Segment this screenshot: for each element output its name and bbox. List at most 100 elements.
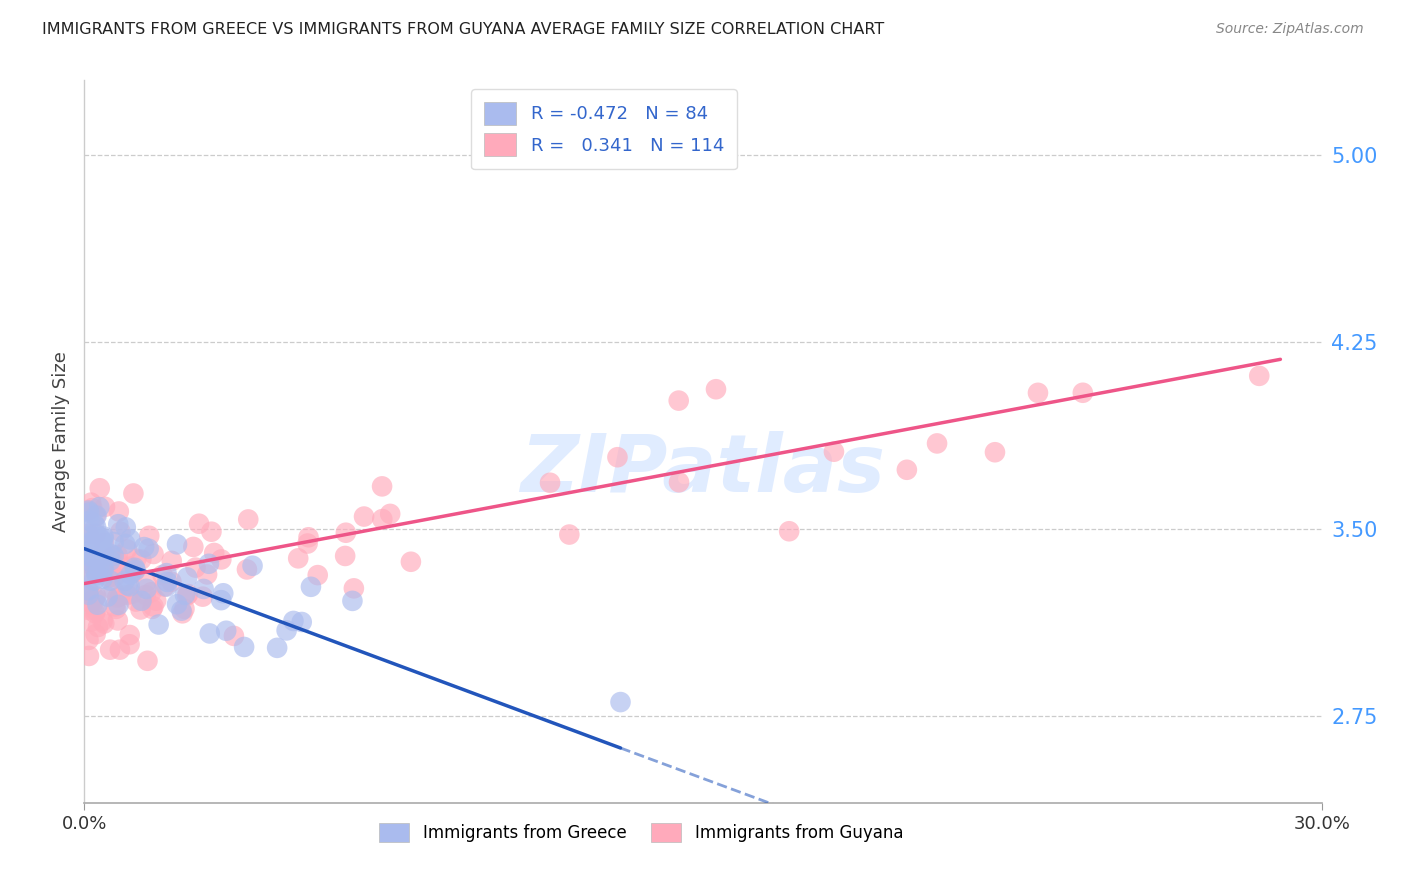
Point xyxy=(84,561,107,575)
Point xyxy=(174,588,197,602)
Point xyxy=(333,549,356,563)
Point xyxy=(104,599,127,614)
Point xyxy=(98,570,121,584)
Point xyxy=(82,501,104,516)
Point xyxy=(138,541,160,556)
Point xyxy=(148,617,170,632)
Point xyxy=(91,614,114,628)
Point xyxy=(107,517,129,532)
Point xyxy=(77,503,100,517)
Point xyxy=(91,531,114,545)
Point xyxy=(105,591,128,605)
Point xyxy=(77,588,100,602)
Point xyxy=(142,599,165,614)
Point xyxy=(79,536,101,550)
Point xyxy=(558,527,581,541)
Point xyxy=(103,583,125,598)
Point xyxy=(80,615,103,629)
Point xyxy=(200,524,222,539)
Point xyxy=(118,559,141,574)
Point xyxy=(84,604,107,618)
Point xyxy=(77,648,100,663)
Point xyxy=(668,475,690,490)
Point xyxy=(120,567,142,582)
Point xyxy=(176,589,198,603)
Text: ZIPatlas: ZIPatlas xyxy=(520,432,886,509)
Point xyxy=(77,526,100,541)
Point xyxy=(86,508,108,523)
Point xyxy=(145,593,167,607)
Point xyxy=(287,551,309,566)
Point xyxy=(136,654,159,668)
Point xyxy=(89,481,111,495)
Point xyxy=(209,552,232,566)
Point xyxy=(77,589,100,603)
Point xyxy=(120,533,142,547)
Point xyxy=(98,642,121,657)
Point xyxy=(823,444,845,458)
Point xyxy=(98,547,121,561)
Point xyxy=(198,557,221,571)
Point xyxy=(91,536,114,550)
Point xyxy=(86,568,108,582)
Point xyxy=(141,585,163,599)
Point xyxy=(122,566,145,580)
Point xyxy=(84,527,107,541)
Point xyxy=(84,530,107,544)
Point xyxy=(121,587,143,601)
Point xyxy=(307,568,329,582)
Point xyxy=(77,553,100,567)
Point xyxy=(84,627,107,641)
Point xyxy=(97,590,120,604)
Point xyxy=(103,535,125,549)
Point xyxy=(84,519,107,533)
Point xyxy=(83,549,105,563)
Point xyxy=(538,475,561,490)
Point xyxy=(155,580,177,594)
Point xyxy=(77,632,100,647)
Point xyxy=(1071,385,1094,400)
Point xyxy=(183,540,205,554)
Point xyxy=(704,382,727,396)
Point xyxy=(778,524,800,539)
Point xyxy=(97,560,120,574)
Point xyxy=(209,593,232,607)
Point xyxy=(79,549,101,563)
Point xyxy=(291,615,314,629)
Point xyxy=(87,620,110,634)
Point xyxy=(104,570,127,584)
Point xyxy=(107,598,129,612)
Point xyxy=(195,567,218,582)
Point xyxy=(93,529,115,543)
Point xyxy=(77,583,100,598)
Point xyxy=(77,538,100,552)
Point xyxy=(103,549,125,563)
Point xyxy=(118,637,141,651)
Point xyxy=(335,525,357,540)
Point xyxy=(84,563,107,577)
Point xyxy=(114,537,136,551)
Point xyxy=(79,536,101,550)
Point xyxy=(609,695,631,709)
Point xyxy=(83,516,105,531)
Point xyxy=(299,580,322,594)
Point xyxy=(172,607,194,621)
Point xyxy=(89,530,111,544)
Point xyxy=(156,574,179,589)
Point xyxy=(80,495,103,509)
Point xyxy=(82,541,104,555)
Point xyxy=(202,546,225,560)
Point xyxy=(668,393,690,408)
Point xyxy=(122,486,145,500)
Point xyxy=(84,564,107,578)
Point xyxy=(83,591,105,605)
Point xyxy=(77,506,100,520)
Point xyxy=(77,549,100,563)
Point xyxy=(84,606,107,620)
Point xyxy=(84,509,107,524)
Point xyxy=(896,463,918,477)
Point xyxy=(371,512,394,526)
Point xyxy=(77,566,100,581)
Point xyxy=(90,533,112,547)
Point xyxy=(177,587,200,601)
